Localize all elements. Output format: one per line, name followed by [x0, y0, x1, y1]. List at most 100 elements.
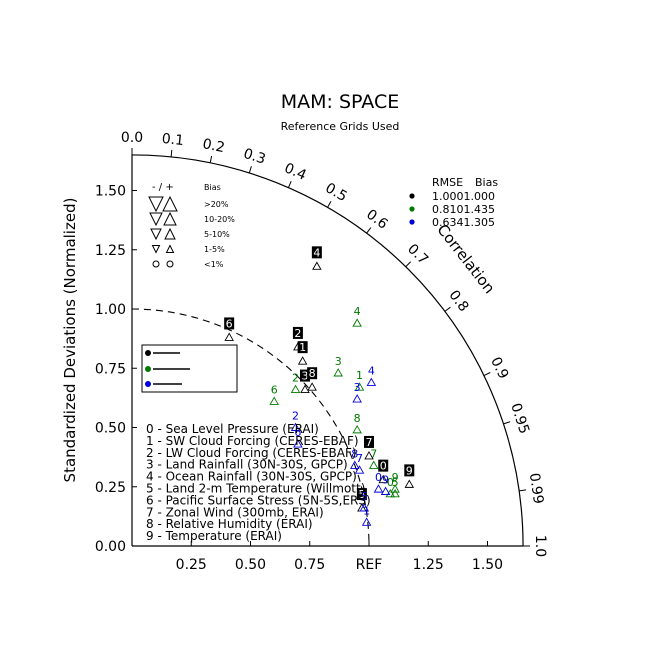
data-point-label: 1: [356, 369, 363, 382]
data-point-marker: [364, 451, 374, 460]
data-point-marker: [378, 474, 388, 484]
bias-legend-label: 1-5%: [204, 245, 225, 254]
data-point-label: 4: [354, 305, 361, 318]
variable-list-item: 4 - Ocean Rainfall (30N-30S, GPCP): [146, 470, 357, 484]
corr-tick-mark: [483, 372, 491, 376]
data-point: 0: [385, 476, 396, 498]
data-point: 5: [390, 476, 400, 498]
data-point-label: 8: [309, 367, 316, 380]
bias-legend-signs: - / +: [152, 182, 174, 193]
y-tick-label: 0.25: [95, 480, 126, 496]
x-tick-label: 0.25: [176, 557, 207, 573]
corr-tick-label: 0.6: [363, 206, 390, 232]
corr-tick-label: 0.2: [201, 136, 226, 156]
data-point: 9: [404, 464, 415, 488]
data-point-label: 9: [382, 473, 389, 486]
bias-legend-circle-icon: [152, 260, 160, 268]
variable-list-item: 5 - Land 2-m Temperature (Willmott): [146, 482, 365, 496]
rmse-legend-marker: [409, 193, 415, 199]
data-point: 1: [354, 369, 365, 391]
data-point-marker: [390, 484, 400, 493]
bias-legend-up-triangle-icon: [162, 195, 178, 212]
data-point-label-box: [311, 246, 322, 259]
rmse-legend-value: 0.6341.305: [432, 216, 495, 229]
bias-legend-header: Bias: [204, 183, 221, 192]
data-point: 8: [350, 447, 360, 469]
bias-legend-label: 5-10%: [204, 230, 230, 239]
data-point-marker: [368, 460, 379, 469]
data-point-label: 3: [354, 381, 361, 394]
corr-tick-label: 0.1: [161, 131, 185, 149]
corr-tick-label: 0.9: [487, 355, 511, 382]
data-point-marker: [350, 460, 360, 469]
corr-tick-mark: [287, 180, 292, 188]
data-point-marker: [333, 368, 343, 377]
data-point-label-box: [364, 435, 374, 448]
data-point-marker: [404, 479, 415, 488]
data-point-marker: [224, 332, 234, 341]
data-point-label-box: [378, 459, 389, 472]
variable-list: 0 - Sea Level Pressure (ERAI)1 - SW Clou…: [146, 422, 371, 543]
x-tick-label: REF: [356, 557, 383, 573]
data-point: 8: [352, 412, 362, 434]
data-point-label: 5: [358, 488, 365, 501]
outer-arc: [131, 154, 524, 547]
data-point-label: 0: [375, 471, 382, 484]
data-point: 9: [390, 471, 400, 493]
corr-tick-mark: [248, 166, 252, 174]
data-point-marker: [290, 422, 301, 431]
data-point: 3: [333, 355, 343, 377]
data-point: 3: [352, 381, 362, 403]
variable-list-item: 9 - Temperature (ERAI): [146, 529, 282, 543]
bias-legend-circle-icon: [166, 260, 174, 268]
data-point: 6: [269, 383, 279, 405]
variable-list-item: 1 - SW Cloud Forcing (CERES-EBAF): [146, 434, 359, 448]
data-point-marker: [385, 488, 396, 498]
data-point-marker: [354, 382, 365, 391]
data-point-label-box: [292, 326, 303, 339]
bias-legend-up-triangle-icon: [163, 211, 177, 226]
corr-tick-label: 0.0: [121, 130, 143, 146]
data-point-label: 9: [392, 471, 399, 484]
data-point: 7: [368, 447, 379, 469]
corr-tick-mark: [327, 201, 332, 208]
data-point: 3: [300, 369, 311, 394]
data-point: 4: [311, 246, 322, 270]
data-point-marker: [352, 394, 362, 403]
data-point-marker: [300, 384, 310, 394]
data-point-label-box: [404, 464, 415, 477]
data-point-marker: [269, 396, 279, 405]
corr-tick-label: 0.99: [526, 472, 546, 505]
x-tick-label: 0.75: [294, 557, 325, 573]
variable-list-item: 2 - LW Cloud Forcing (CERES-EBAF): [146, 446, 357, 460]
data-point-label-box: [356, 488, 367, 501]
variable-list-item: 7 - Zonal Wind (300mb, ERAI): [146, 505, 324, 519]
bias-legend: - / + Bias >20% 10-20% 5-10% 1-5% <1%: [148, 182, 235, 269]
chart-subtitle: Reference Grids Used: [281, 120, 400, 133]
chart-title: MAM: SPACE: [281, 91, 399, 113]
data-point-marker: [354, 465, 365, 474]
data-point-label: 3: [335, 355, 342, 368]
data-point: 6: [224, 317, 235, 341]
data-point-label: 6: [271, 383, 278, 396]
corr-tick-mark: [519, 489, 527, 492]
y-tick-label: 0.75: [95, 361, 126, 377]
data-point: 7: [364, 435, 374, 460]
data-point-label: 7: [366, 436, 373, 449]
data-point-label-box: [297, 341, 308, 354]
data-point-marker: [352, 318, 362, 327]
corr-tick-label: 0.3: [241, 146, 267, 168]
data-point-marker: [390, 488, 400, 498]
data-point-marker: [373, 484, 384, 493]
corr-tick-mark: [503, 421, 511, 425]
data-point: 2: [290, 372, 301, 394]
corr-tick-label: 0.5: [322, 180, 349, 205]
data-point: 2: [290, 410, 301, 431]
bias-legend-label: >20%: [204, 200, 229, 209]
data-point-label: 7: [356, 452, 363, 465]
data-point: 1: [297, 341, 308, 365]
y-tick-label: 1.25: [95, 243, 126, 259]
data-point-marker: [307, 382, 317, 391]
bias-legend-down-triangle-icon: [149, 212, 163, 227]
